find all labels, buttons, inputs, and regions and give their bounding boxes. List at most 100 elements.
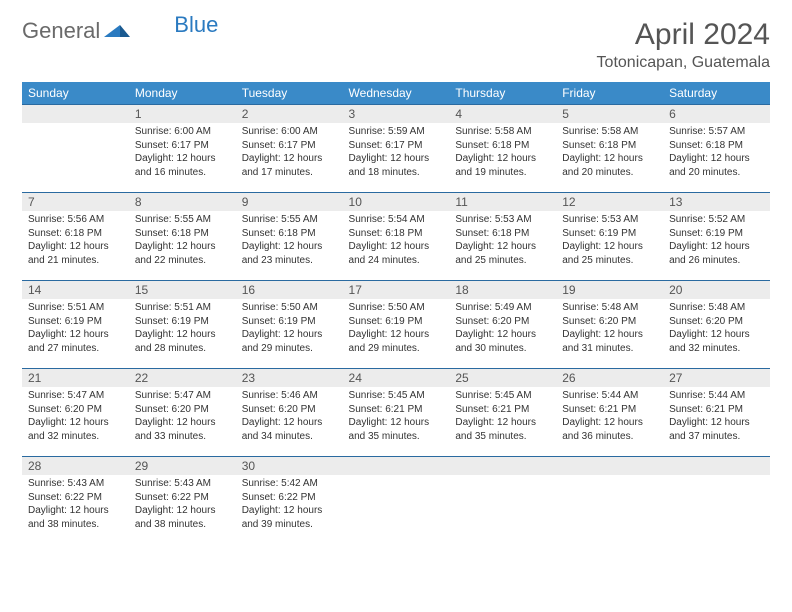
sunset-text: Sunset: 6:18 PM xyxy=(669,139,764,153)
sunrise-text: Sunrise: 5:58 AM xyxy=(562,125,657,139)
sunrise-text: Sunrise: 5:47 AM xyxy=(28,389,123,403)
daylight-text: Daylight: 12 hours and 29 minutes. xyxy=(349,328,444,355)
brand-mark-icon xyxy=(104,19,130,44)
daylight-text: Daylight: 12 hours and 39 minutes. xyxy=(242,504,337,531)
day-details: Sunrise: 5:45 AMSunset: 6:21 PMDaylight:… xyxy=(343,387,450,447)
day-details: Sunrise: 5:44 AMSunset: 6:21 PMDaylight:… xyxy=(663,387,770,447)
sunset-text: Sunset: 6:18 PM xyxy=(455,227,550,241)
daylight-text: Daylight: 12 hours and 20 minutes. xyxy=(562,152,657,179)
day-details: Sunrise: 5:48 AMSunset: 6:20 PMDaylight:… xyxy=(663,299,770,359)
page-header: General Blue April 2024 Totonicapan, Gua… xyxy=(22,18,770,72)
daylight-text: Daylight: 12 hours and 27 minutes. xyxy=(28,328,123,355)
day-details: Sunrise: 5:47 AMSunset: 6:20 PMDaylight:… xyxy=(22,387,129,447)
title-block: April 2024 Totonicapan, Guatemala xyxy=(597,18,770,72)
sunset-text: Sunset: 6:20 PM xyxy=(669,315,764,329)
sunset-text: Sunset: 6:19 PM xyxy=(669,227,764,241)
day-details: Sunrise: 5:56 AMSunset: 6:18 PMDaylight:… xyxy=(22,211,129,271)
daylight-text: Daylight: 12 hours and 16 minutes. xyxy=(135,152,230,179)
calendar-day-cell: 10Sunrise: 5:54 AMSunset: 6:18 PMDayligh… xyxy=(343,193,450,281)
day-number: 25 xyxy=(449,369,556,387)
location-label: Totonicapan, Guatemala xyxy=(597,54,770,72)
sunrise-text: Sunrise: 6:00 AM xyxy=(242,125,337,139)
sunrise-text: Sunrise: 5:45 AM xyxy=(349,389,444,403)
day-details: Sunrise: 5:54 AMSunset: 6:18 PMDaylight:… xyxy=(343,211,450,271)
daylight-text: Daylight: 12 hours and 38 minutes. xyxy=(28,504,123,531)
calendar-day-cell xyxy=(556,457,663,545)
calendar-day-cell: 16Sunrise: 5:50 AMSunset: 6:19 PMDayligh… xyxy=(236,281,343,369)
sunset-text: Sunset: 6:17 PM xyxy=(242,139,337,153)
sunrise-text: Sunrise: 5:49 AM xyxy=(455,301,550,315)
day-number: 13 xyxy=(663,193,770,211)
calendar-day-cell: 6Sunrise: 5:57 AMSunset: 6:18 PMDaylight… xyxy=(663,105,770,193)
sunset-text: Sunset: 6:19 PM xyxy=(349,315,444,329)
day-details: Sunrise: 5:44 AMSunset: 6:21 PMDaylight:… xyxy=(556,387,663,447)
calendar-day-cell: 26Sunrise: 5:44 AMSunset: 6:21 PMDayligh… xyxy=(556,369,663,457)
day-details: Sunrise: 5:58 AMSunset: 6:18 PMDaylight:… xyxy=(556,123,663,183)
day-number: 19 xyxy=(556,281,663,299)
sunrise-text: Sunrise: 5:48 AM xyxy=(669,301,764,315)
day-number: 8 xyxy=(129,193,236,211)
calendar-table: SundayMondayTuesdayWednesdayThursdayFrid… xyxy=(22,82,770,545)
calendar-day-cell: 15Sunrise: 5:51 AMSunset: 6:19 PMDayligh… xyxy=(129,281,236,369)
calendar-day-cell: 9Sunrise: 5:55 AMSunset: 6:18 PMDaylight… xyxy=(236,193,343,281)
weekday-header: Sunday xyxy=(22,82,129,105)
day-details: Sunrise: 5:47 AMSunset: 6:20 PMDaylight:… xyxy=(129,387,236,447)
day-details: Sunrise: 5:43 AMSunset: 6:22 PMDaylight:… xyxy=(129,475,236,535)
sunset-text: Sunset: 6:19 PM xyxy=(135,315,230,329)
day-details: Sunrise: 5:50 AMSunset: 6:19 PMDaylight:… xyxy=(236,299,343,359)
calendar-head: SundayMondayTuesdayWednesdayThursdayFrid… xyxy=(22,82,770,105)
calendar-day-cell: 17Sunrise: 5:50 AMSunset: 6:19 PMDayligh… xyxy=(343,281,450,369)
daylight-text: Daylight: 12 hours and 29 minutes. xyxy=(242,328,337,355)
day-number: 17 xyxy=(343,281,450,299)
sunset-text: Sunset: 6:18 PM xyxy=(28,227,123,241)
daylight-text: Daylight: 12 hours and 35 minutes. xyxy=(455,416,550,443)
sunrise-text: Sunrise: 5:55 AM xyxy=(135,213,230,227)
weekday-header: Wednesday xyxy=(343,82,450,105)
day-number: 30 xyxy=(236,457,343,475)
calendar-day-cell: 11Sunrise: 5:53 AMSunset: 6:18 PMDayligh… xyxy=(449,193,556,281)
day-details: Sunrise: 5:51 AMSunset: 6:19 PMDaylight:… xyxy=(22,299,129,359)
day-details: Sunrise: 5:45 AMSunset: 6:21 PMDaylight:… xyxy=(449,387,556,447)
day-number: 4 xyxy=(449,105,556,123)
day-details: Sunrise: 5:55 AMSunset: 6:18 PMDaylight:… xyxy=(129,211,236,271)
sunrise-text: Sunrise: 5:44 AM xyxy=(669,389,764,403)
brand-part1: General xyxy=(22,18,100,44)
sunrise-text: Sunrise: 5:51 AM xyxy=(135,301,230,315)
sunset-text: Sunset: 6:19 PM xyxy=(562,227,657,241)
sunset-text: Sunset: 6:18 PM xyxy=(349,227,444,241)
day-details: Sunrise: 5:57 AMSunset: 6:18 PMDaylight:… xyxy=(663,123,770,183)
calendar-day-cell xyxy=(449,457,556,545)
calendar-day-cell: 13Sunrise: 5:52 AMSunset: 6:19 PMDayligh… xyxy=(663,193,770,281)
calendar-day-cell: 30Sunrise: 5:42 AMSunset: 6:22 PMDayligh… xyxy=(236,457,343,545)
sunset-text: Sunset: 6:21 PM xyxy=(562,403,657,417)
day-details: Sunrise: 5:53 AMSunset: 6:19 PMDaylight:… xyxy=(556,211,663,271)
day-number xyxy=(663,457,770,475)
sunrise-text: Sunrise: 5:58 AM xyxy=(455,125,550,139)
sunset-text: Sunset: 6:20 PM xyxy=(562,315,657,329)
sunrise-text: Sunrise: 6:00 AM xyxy=(135,125,230,139)
sunrise-text: Sunrise: 5:52 AM xyxy=(669,213,764,227)
calendar-day-cell xyxy=(343,457,450,545)
sunrise-text: Sunrise: 5:45 AM xyxy=(455,389,550,403)
sunrise-text: Sunrise: 5:54 AM xyxy=(349,213,444,227)
day-details: Sunrise: 5:51 AMSunset: 6:19 PMDaylight:… xyxy=(129,299,236,359)
calendar-day-cell: 23Sunrise: 5:46 AMSunset: 6:20 PMDayligh… xyxy=(236,369,343,457)
day-number: 22 xyxy=(129,369,236,387)
daylight-text: Daylight: 12 hours and 20 minutes. xyxy=(669,152,764,179)
day-number xyxy=(343,457,450,475)
sunset-text: Sunset: 6:20 PM xyxy=(28,403,123,417)
day-details: Sunrise: 5:50 AMSunset: 6:19 PMDaylight:… xyxy=(343,299,450,359)
sunset-text: Sunset: 6:22 PM xyxy=(242,491,337,505)
day-details: Sunrise: 6:00 AMSunset: 6:17 PMDaylight:… xyxy=(236,123,343,183)
daylight-text: Daylight: 12 hours and 19 minutes. xyxy=(455,152,550,179)
daylight-text: Daylight: 12 hours and 34 minutes. xyxy=(242,416,337,443)
day-details: Sunrise: 5:48 AMSunset: 6:20 PMDaylight:… xyxy=(556,299,663,359)
day-number: 11 xyxy=(449,193,556,211)
calendar-week-row: 28Sunrise: 5:43 AMSunset: 6:22 PMDayligh… xyxy=(22,457,770,545)
sunrise-text: Sunrise: 5:53 AM xyxy=(455,213,550,227)
day-number: 5 xyxy=(556,105,663,123)
day-number: 28 xyxy=(22,457,129,475)
sunset-text: Sunset: 6:18 PM xyxy=(562,139,657,153)
day-number: 10 xyxy=(343,193,450,211)
calendar-day-cell xyxy=(22,105,129,193)
